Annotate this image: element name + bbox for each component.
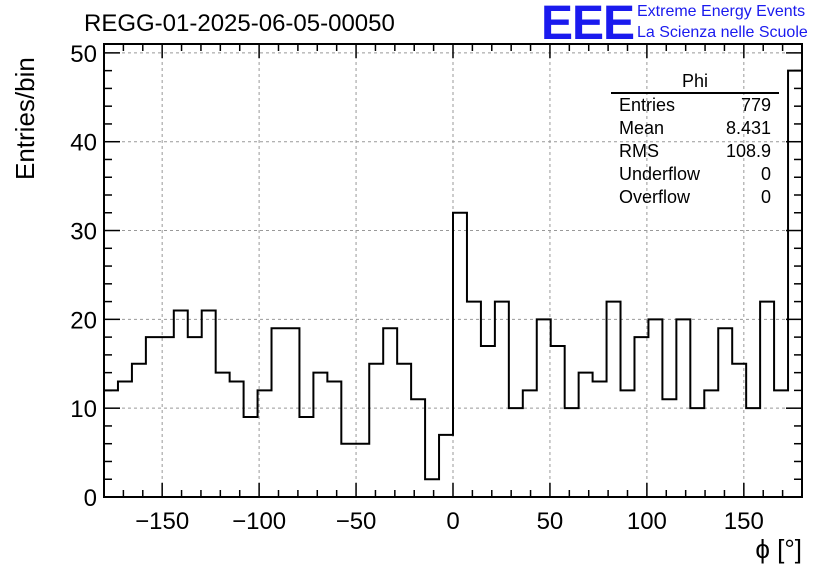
axis-ticks bbox=[103, 44, 803, 498]
logo-line-1: Extreme Energy Events bbox=[637, 3, 806, 20]
y-tick-label: 20 bbox=[70, 307, 97, 334]
chart-title: REGG-01-2025-06-05-00050 bbox=[84, 10, 395, 37]
stats-value: 779 bbox=[740, 95, 771, 115]
x-tick-label: −150 bbox=[135, 508, 189, 535]
stats-row: Entries 779 bbox=[611, 94, 779, 117]
eee-logo: EEE bbox=[541, 0, 635, 50]
y-tick-label: 30 bbox=[70, 219, 97, 246]
stats-label: Underflow bbox=[619, 164, 701, 184]
logo-line-2: La Scienza nelle Scuole bbox=[637, 24, 808, 41]
stats-box: Phi Entries 779 Mean 8.431 RMS 108.9 Underflow… bbox=[611, 70, 779, 209]
stats-label: Mean bbox=[619, 118, 665, 138]
y-tick-label: 50 bbox=[70, 41, 97, 68]
x-tick-label: 150 bbox=[724, 508, 764, 535]
stats-label: RMS bbox=[619, 141, 659, 161]
stats-value: 0 bbox=[760, 164, 771, 184]
x-tick-label: −100 bbox=[232, 508, 286, 535]
y-tick-label: 0 bbox=[84, 485, 97, 512]
x-tick-label: 50 bbox=[537, 508, 564, 535]
y-tick-labels: 0 10 20 30 40 50 bbox=[70, 41, 97, 512]
x-tick-label: 100 bbox=[627, 508, 667, 535]
stats-row: RMS 108.9 bbox=[611, 140, 779, 163]
x-tick-labels: −150 −100 −50 0 50 100 150 bbox=[135, 508, 764, 535]
stats-title: Phi bbox=[611, 70, 779, 94]
stats-row: Underflow 0 bbox=[611, 163, 779, 186]
stats-value: 8.431 bbox=[725, 118, 771, 138]
x-tick-label: 0 bbox=[446, 508, 459, 535]
y-axis-label: Entries/bin bbox=[10, 57, 40, 180]
stats-row: Overflow 0 bbox=[611, 186, 779, 209]
x-tick-label: −50 bbox=[336, 508, 377, 535]
stats-label: Overflow bbox=[619, 187, 691, 207]
y-tick-label: 40 bbox=[70, 130, 97, 157]
x-axis-label: ϕ [°] bbox=[755, 534, 802, 564]
y-tick-label: 10 bbox=[70, 396, 97, 423]
stats-rows: Entries 779 Mean 8.431 RMS 108.9 Underflow 0 Ove… bbox=[611, 94, 779, 209]
histogram-line bbox=[103, 69, 803, 497]
stats-row: Mean 8.431 bbox=[611, 117, 779, 140]
stats-value: 108.9 bbox=[725, 141, 771, 161]
stats-value: 0 bbox=[760, 187, 771, 207]
stats-label: Entries bbox=[619, 95, 676, 115]
